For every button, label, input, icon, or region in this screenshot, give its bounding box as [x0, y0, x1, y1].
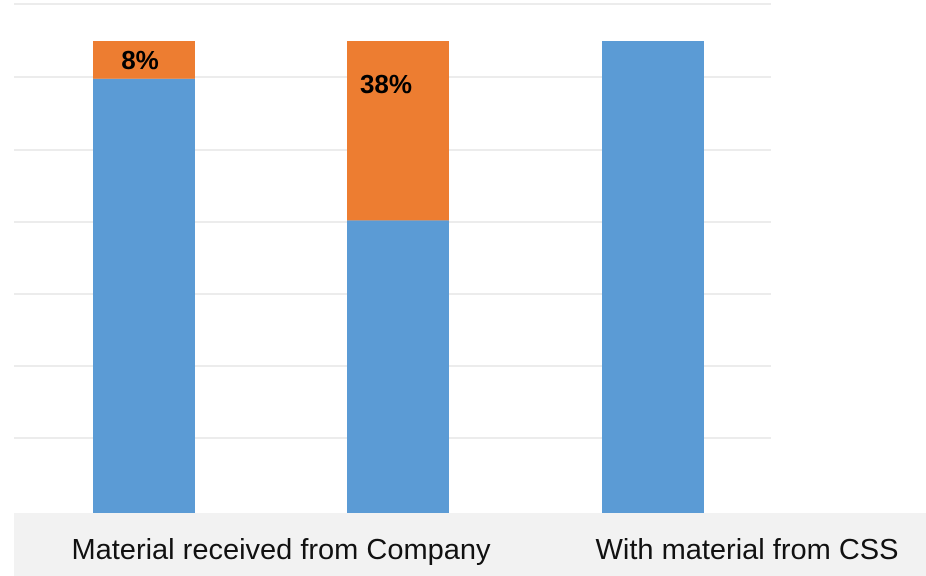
data-label: 38%: [360, 69, 412, 99]
category-label: Material received from Company: [71, 534, 491, 566]
bar-segment: [347, 220, 449, 514]
bar-segment: [347, 41, 449, 221]
category-axis-band: [14, 513, 926, 576]
bar-segment: [93, 41, 195, 79]
data-label: 8%: [121, 45, 159, 75]
category-label: With material from CSS: [596, 534, 899, 566]
bar-segment: [93, 78, 195, 513]
category-labels: Material received from Company With mater…: [71, 534, 898, 566]
data-labels: 8% 38%: [121, 45, 412, 99]
bar-segment: [602, 41, 704, 513]
bars: [93, 41, 704, 514]
